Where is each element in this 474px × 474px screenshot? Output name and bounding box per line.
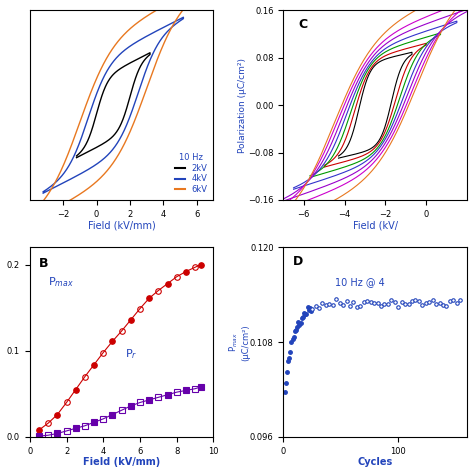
Y-axis label: Polarization (μC/cm²): Polarization (μC/cm²) [238, 58, 247, 153]
X-axis label: Field (kV/mm): Field (kV/mm) [88, 220, 155, 230]
Legend: 2kV, 4kV, 6kV: 2kV, 4kV, 6kV [173, 152, 210, 196]
Text: P$_r$: P$_r$ [125, 347, 138, 361]
X-axis label: Cycles: Cycles [357, 457, 393, 467]
Text: P$_{max}$: P$_{max}$ [48, 275, 74, 289]
X-axis label: Field (kV/: Field (kV/ [353, 220, 398, 230]
X-axis label: Field (kV/mm): Field (kV/mm) [83, 457, 160, 467]
Text: C: C [298, 18, 307, 31]
Text: D: D [292, 255, 303, 268]
Text: B: B [39, 257, 48, 270]
Text: 10 Hz @ 4: 10 Hz @ 4 [335, 277, 384, 287]
Y-axis label: P$_{max}$
(μC/cm²): P$_{max}$ (μC/cm²) [227, 324, 250, 361]
